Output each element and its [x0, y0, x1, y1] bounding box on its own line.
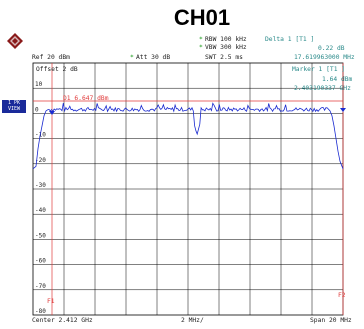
attenuation: Att 30 dB — [136, 54, 171, 61]
y-tick-label: -40 — [35, 207, 46, 214]
y-tick-label: -20 — [35, 157, 46, 164]
page-title: CH01 — [173, 5, 231, 30]
frequency-per-division: 2 MHz/ — [181, 317, 204, 324]
frequency-span: Span 20 MHz — [310, 317, 352, 324]
marker-1-label: Marker 1 [T1 ] — [292, 66, 346, 73]
d1-line-label: D1 6.647 dBm — [63, 95, 109, 102]
y-tick-label: 10 — [35, 81, 43, 88]
y-tick-label: -80 — [35, 308, 46, 315]
y-tick-label: -50 — [35, 232, 46, 239]
vbw-marker-star: * — [199, 44, 203, 51]
marker-1-value: 1.64 dBm — [322, 76, 353, 83]
rbw-setting: RBW 100 kHz — [205, 36, 247, 43]
plot-grid — [33, 63, 343, 315]
y-tick-label: 0 — [35, 106, 39, 113]
rbw-marker-star: * — [199, 36, 203, 43]
delta-marker-freq: 17.619963000 MHz — [294, 54, 355, 61]
y-tick-label: -30 — [35, 182, 46, 189]
spectrum-trace — [32, 102, 344, 170]
att-marker-star: * — [130, 54, 134, 61]
delta-marker-value: 0.22 dB — [318, 45, 345, 52]
delta-marker-label: Delta 1 [T1 ] — [265, 36, 315, 43]
marker-1-icon — [49, 111, 55, 115]
ref-offset: Offset 2 dB — [36, 66, 78, 73]
y-tick-label: -10 — [35, 132, 46, 139]
marker-1-freq: 2.403190337 GHz — [294, 85, 351, 92]
sweep-time: SWT 2.5 ms — [205, 54, 243, 61]
y-tick-labels: 10 0 -10 -20 -30 -40 -50 -60 -70 -80 — [35, 81, 46, 315]
y-tick-label: -60 — [35, 258, 46, 265]
f1-label: F1 — [47, 298, 55, 305]
trace-view-tag: 1 PK VIEW — [2, 100, 26, 113]
y-tick-label: -70 — [35, 283, 46, 290]
delta-marker-icon — [340, 108, 346, 112]
ref-level: Ref 20 dBm — [32, 54, 70, 61]
vbw-setting: VBW 300 kHz — [205, 44, 247, 51]
f2-label: F2 — [338, 292, 346, 299]
rohde-schwarz-logo — [7, 33, 23, 49]
center-frequency: Center 2.412 GHz — [32, 317, 93, 324]
